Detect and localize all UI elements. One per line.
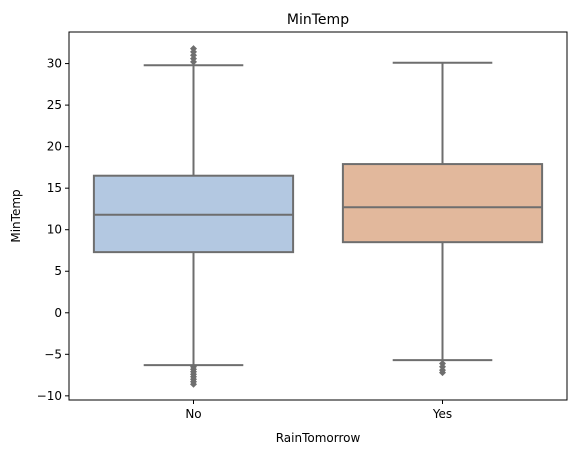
x-axis-label: RainTomorrow (276, 431, 361, 445)
chart-title: MinTemp (287, 12, 349, 28)
outlier-point (190, 45, 197, 53)
y-axis: −10 −5 0 5 10 15 20 25 30 (37, 57, 69, 403)
plot-frame (68, 31, 568, 401)
y-tick-label: 5 (54, 264, 62, 278)
outlier-point (439, 369, 446, 377)
y-tick-label: 25 (47, 98, 62, 112)
x-tick-label: Yes (432, 407, 452, 421)
y-tick-label: 15 (47, 181, 62, 195)
y-tick-label: 20 (47, 140, 62, 154)
y-axis-label: MinTemp (9, 189, 23, 242)
x-tick-label: No (185, 407, 201, 421)
box-group-no (92, 45, 295, 388)
outlier-point (190, 380, 197, 388)
box-group-yes (341, 61, 544, 377)
y-tick-label: 0 (54, 306, 62, 320)
box-iqr (341, 163, 544, 244)
y-tick-label: 30 (47, 57, 62, 71)
y-tick-label: −10 (37, 389, 62, 403)
x-axis: No Yes (185, 400, 452, 421)
y-tick-label: 10 (47, 223, 62, 237)
y-tick-label: −5 (44, 347, 62, 361)
plot-area (92, 45, 544, 388)
